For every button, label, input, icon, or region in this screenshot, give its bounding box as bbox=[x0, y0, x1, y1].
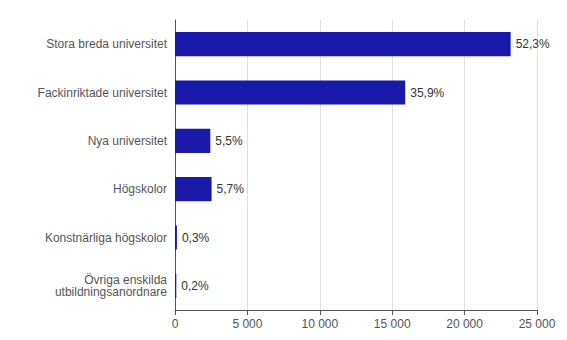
svg-text:5,5%: 5,5% bbox=[215, 134, 243, 148]
svg-text:5 000: 5 000 bbox=[232, 317, 262, 331]
svg-text:Högskolor: Högskolor bbox=[113, 182, 167, 196]
svg-text:Stora breda universitet: Stora breda universitet bbox=[46, 37, 167, 51]
svg-text:0,2%: 0,2% bbox=[181, 279, 209, 293]
svg-text:Konstnärliga högskolor: Konstnärliga högskolor bbox=[45, 231, 167, 245]
svg-text:Nya universitet: Nya universitet bbox=[88, 134, 168, 148]
svg-text:25 000: 25 000 bbox=[519, 317, 556, 331]
svg-text:10 000: 10 000 bbox=[301, 317, 338, 331]
svg-text:20 000: 20 000 bbox=[446, 317, 483, 331]
svg-text:Övriga enskilda: Övriga enskilda bbox=[84, 272, 167, 287]
svg-text:35,9%: 35,9% bbox=[410, 86, 444, 100]
svg-text:0: 0 bbox=[172, 317, 179, 331]
svg-text:5,7%: 5,7% bbox=[217, 182, 245, 196]
svg-text:52,3%: 52,3% bbox=[516, 37, 550, 51]
svg-text:15 000: 15 000 bbox=[374, 317, 411, 331]
svg-text:utbildningsanordnare: utbildningsanordnare bbox=[55, 285, 167, 299]
svg-text:Fackinriktade universitet: Fackinriktade universitet bbox=[38, 86, 168, 100]
svg-text:0,3%: 0,3% bbox=[182, 231, 210, 245]
